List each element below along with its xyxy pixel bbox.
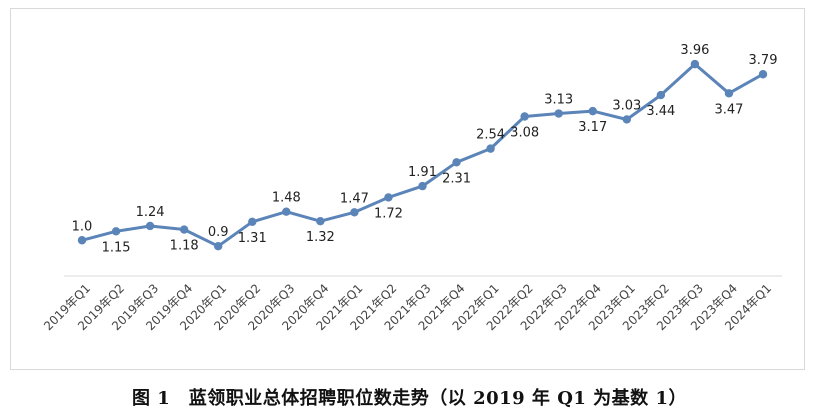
data-label: 1.48 bbox=[272, 191, 301, 206]
data-point bbox=[622, 115, 631, 124]
data-point bbox=[179, 225, 189, 234]
data-label: 1.0 bbox=[72, 219, 93, 234]
data-point bbox=[111, 227, 121, 236]
data-point bbox=[486, 144, 495, 153]
data-point bbox=[418, 181, 427, 191]
data-label: 3.13 bbox=[544, 93, 573, 108]
data-label: 3.03 bbox=[612, 98, 641, 113]
data-label: 1.47 bbox=[340, 191, 369, 206]
data-label: 3.96 bbox=[680, 43, 709, 58]
data-label: 1.32 bbox=[306, 230, 335, 245]
data-point bbox=[452, 158, 461, 167]
data-label: 1.18 bbox=[170, 239, 199, 254]
data-point bbox=[384, 193, 393, 202]
data-label: 1.72 bbox=[374, 206, 403, 221]
data-point bbox=[282, 207, 291, 216]
data-point bbox=[724, 89, 734, 98]
data-label: 1.31 bbox=[238, 231, 267, 246]
data-label: 3.47 bbox=[714, 102, 743, 117]
data-point bbox=[350, 208, 359, 217]
data-label: 0.9 bbox=[208, 225, 229, 240]
figure-caption: 图 1 蓝领职业总体招聘职位数走势（以 2019 年 Q1 为基数 1） bbox=[132, 388, 687, 409]
data-label: 1.24 bbox=[136, 205, 165, 220]
data-label: 3.44 bbox=[646, 104, 675, 119]
data-point bbox=[214, 242, 223, 251]
data-point bbox=[316, 217, 325, 226]
data-point bbox=[690, 59, 700, 69]
chart-frame bbox=[10, 8, 805, 370]
data-point bbox=[588, 106, 597, 116]
data-point bbox=[248, 217, 257, 227]
data-point bbox=[554, 109, 563, 118]
data-label: 2.31 bbox=[442, 171, 471, 186]
data-label: 1.91 bbox=[408, 165, 437, 180]
data-point bbox=[656, 90, 666, 100]
data-label: 1.15 bbox=[102, 240, 131, 255]
data-point bbox=[758, 70, 768, 79]
data-label: 3.79 bbox=[749, 53, 778, 68]
data-label: 2.54 bbox=[476, 128, 505, 143]
data-label: 3.17 bbox=[578, 120, 607, 135]
data-label: 3.08 bbox=[510, 125, 539, 140]
data-point bbox=[145, 221, 155, 231]
data-point bbox=[77, 236, 87, 245]
data-point bbox=[520, 112, 529, 121]
